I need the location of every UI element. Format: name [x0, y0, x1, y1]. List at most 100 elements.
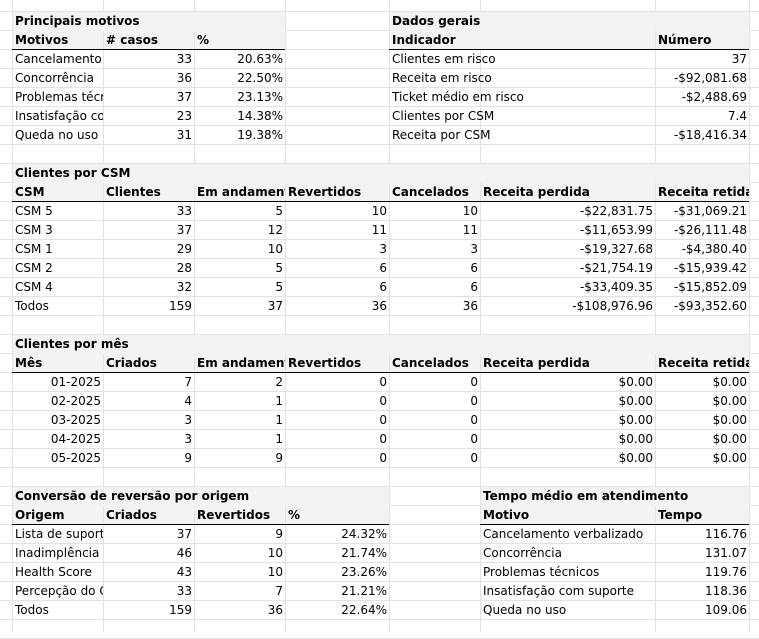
clientes-por-csm-header-1[interactable]: Clientes	[104, 183, 194, 202]
clientes-por-mes-cell[interactable]: 0	[379, 413, 387, 427]
principais-motivos-cell[interactable]: 37	[176, 90, 192, 104]
tempo-medio-cell[interactable]: Insatisfação com suporte	[483, 584, 635, 598]
conversao-reversao-cell[interactable]: 10	[267, 565, 283, 579]
conversao-reversao-cell[interactable]: 159	[169, 603, 192, 617]
clientes-por-csm-cell[interactable]: 37	[267, 299, 283, 313]
clientes-por-csm-cell[interactable]: -$15,939.42	[673, 261, 747, 275]
clientes-por-mes-cell[interactable]: 0	[379, 375, 387, 389]
clientes-por-csm-cell[interactable]: -$19,327.68	[579, 242, 653, 256]
clientes-por-mes-cell[interactable]: 0	[470, 375, 478, 389]
clientes-por-csm-cell[interactable]: 28	[176, 261, 192, 275]
clientes-por-csm-cell[interactable]: 6	[379, 280, 387, 294]
conversao-reversao-cell[interactable]: 10	[267, 546, 283, 560]
conversao-reversao-cell[interactable]: Inadimplência	[15, 546, 100, 560]
tempo-medio-cell[interactable]: Concorrência	[483, 546, 562, 560]
conversao-reversao-cell[interactable]: 22.64%	[341, 603, 387, 617]
clientes-por-csm-cell[interactable]: CSM 4	[15, 280, 53, 294]
clientes-por-mes-cell[interactable]: $0.00	[712, 394, 747, 408]
clientes-por-csm-cell[interactable]: 29	[176, 242, 192, 256]
clientes-por-csm-cell[interactable]: 3	[470, 242, 478, 256]
clientes-por-mes-cell[interactable]: $0.00	[712, 413, 747, 427]
clientes-por-csm-cell[interactable]: -$108,976.96	[572, 299, 653, 313]
clientes-por-csm-header-5[interactable]: Receita perdida	[481, 183, 655, 202]
clientes-por-mes-cell[interactable]: 0	[470, 394, 478, 408]
clientes-por-csm-header-3[interactable]: Revertidos	[286, 183, 389, 202]
clientes-por-mes-cell[interactable]: 0	[470, 413, 478, 427]
dados-gerais-cell[interactable]: Clientes em risco	[392, 52, 496, 66]
conversao-reversao-cell[interactable]: 9	[275, 527, 283, 541]
clientes-por-mes-cell[interactable]: $0.00	[618, 394, 653, 408]
conversao-reversao-cell[interactable]: 24.32%	[341, 527, 387, 541]
principais-motivos-cell[interactable]: 22.50%	[237, 71, 283, 85]
clientes-por-csm-cell[interactable]: CSM 2	[15, 261, 53, 275]
principais-motivos-header-2[interactable]: %	[195, 31, 285, 50]
conversao-reversao-cell[interactable]: 43	[176, 565, 192, 579]
clientes-por-csm-header-0[interactable]: CSM	[13, 183, 103, 202]
clientes-por-csm-cell[interactable]: 10	[267, 242, 283, 256]
clientes-por-mes-cell[interactable]: $0.00	[618, 375, 653, 389]
tempo-medio-cell[interactable]: 109.06	[705, 603, 747, 617]
principais-motivos-cell[interactable]: Queda no uso	[15, 128, 99, 142]
clientes-por-csm-cell[interactable]: CSM 5	[15, 204, 53, 218]
clientes-por-csm-cell[interactable]: -$15,852.09	[673, 280, 747, 294]
clientes-por-mes-cell[interactable]: 0	[379, 432, 387, 446]
principais-motivos-cell[interactable]: 23.13%	[237, 90, 283, 104]
clientes-por-csm-header-2[interactable]: Em andamento	[195, 183, 285, 202]
clientes-por-mes-cell[interactable]: 9	[184, 451, 192, 465]
clientes-por-csm-cell[interactable]: -$22,831.75	[579, 204, 653, 218]
clientes-por-csm-cell[interactable]: CSM 3	[15, 223, 53, 237]
clientes-por-csm-cell[interactable]: 36	[462, 299, 478, 313]
clientes-por-csm-cell[interactable]: CSM 1	[15, 242, 53, 256]
tempo-medio-header-1[interactable]: Tempo	[656, 506, 749, 525]
clientes-por-mes-cell[interactable]: $0.00	[618, 413, 653, 427]
clientes-por-mes-header-0[interactable]: Mês	[13, 354, 103, 373]
clientes-por-mes-cell[interactable]: 2	[275, 375, 283, 389]
clientes-por-mes-cell[interactable]: 05-2025	[50, 451, 101, 465]
conversao-reversao-cell[interactable]: Percepção do C	[15, 584, 103, 598]
principais-motivos-cell[interactable]: 31	[176, 128, 192, 142]
principais-motivos-cell[interactable]: Concorrência	[15, 71, 94, 85]
dados-gerais-cell[interactable]: 7.4	[727, 109, 747, 123]
clientes-por-mes-cell[interactable]: 3	[184, 432, 192, 446]
clientes-por-mes-cell[interactable]: 7	[184, 375, 192, 389]
clientes-por-mes-header-4[interactable]: Cancelados	[390, 354, 480, 373]
conversao-reversao-header-1[interactable]: Criados	[104, 506, 194, 525]
dados-gerais-header-0[interactable]: Indicador	[390, 31, 655, 50]
principais-motivos-cell[interactable]: Problemas técr	[15, 90, 103, 104]
clientes-por-mes-cell[interactable]: 0	[379, 451, 387, 465]
clientes-por-mes-cell[interactable]: $0.00	[712, 375, 747, 389]
conversao-reversao-header-3[interactable]: %	[286, 506, 389, 525]
clientes-por-mes-cell[interactable]: 9	[275, 451, 283, 465]
tempo-medio-cell[interactable]: Queda no uso	[483, 603, 567, 617]
clientes-por-mes-header-1[interactable]: Criados	[104, 354, 194, 373]
dados-gerais-cell[interactable]: -$18,416.34	[673, 128, 747, 142]
dados-gerais-cell[interactable]: Receita por CSM	[392, 128, 491, 142]
principais-motivos-header-1[interactable]: # casos	[104, 31, 194, 50]
principais-motivos-cell[interactable]: 33	[176, 52, 192, 66]
tempo-medio-cell[interactable]: 131.07	[705, 546, 747, 560]
conversao-reversao-header-2[interactable]: Revertidos	[195, 506, 285, 525]
clientes-por-csm-cell[interactable]: 10	[462, 204, 478, 218]
clientes-por-csm-cell[interactable]: -$11,653.99	[579, 223, 653, 237]
clientes-por-mes-cell[interactable]: $0.00	[618, 451, 653, 465]
clientes-por-mes-cell[interactable]: $0.00	[712, 451, 747, 465]
clientes-por-mes-cell[interactable]: $0.00	[618, 432, 653, 446]
clientes-por-mes-cell[interactable]: 1	[275, 394, 283, 408]
clientes-por-csm-cell[interactable]: 11	[462, 223, 478, 237]
clientes-por-csm-cell[interactable]: 32	[176, 280, 192, 294]
clientes-por-mes-cell[interactable]: 01-2025	[50, 375, 101, 389]
clientes-por-csm-cell[interactable]: 159	[169, 299, 192, 313]
principais-motivos-cell[interactable]: 23	[176, 109, 192, 123]
principais-motivos-cell[interactable]: 36	[176, 71, 192, 85]
conversao-reversao-cell[interactable]: 46	[176, 546, 192, 560]
clientes-por-csm-cell[interactable]: 36	[371, 299, 387, 313]
conversao-reversao-cell[interactable]: 37	[176, 527, 192, 541]
principais-motivos-title[interactable]: Principais motivos	[15, 14, 140, 28]
conversao-reversao-cell[interactable]: 7	[275, 584, 283, 598]
tempo-medio-title[interactable]: Tempo médio em atendimento	[483, 489, 689, 503]
tempo-medio-cell[interactable]: Problemas técnicos	[483, 565, 600, 579]
clientes-por-csm-cell[interactable]: -$31,069.21	[673, 204, 747, 218]
conversao-reversao-cell[interactable]: Lista de suport	[15, 527, 103, 541]
clientes-por-mes-cell[interactable]: 04-2025	[50, 432, 101, 446]
